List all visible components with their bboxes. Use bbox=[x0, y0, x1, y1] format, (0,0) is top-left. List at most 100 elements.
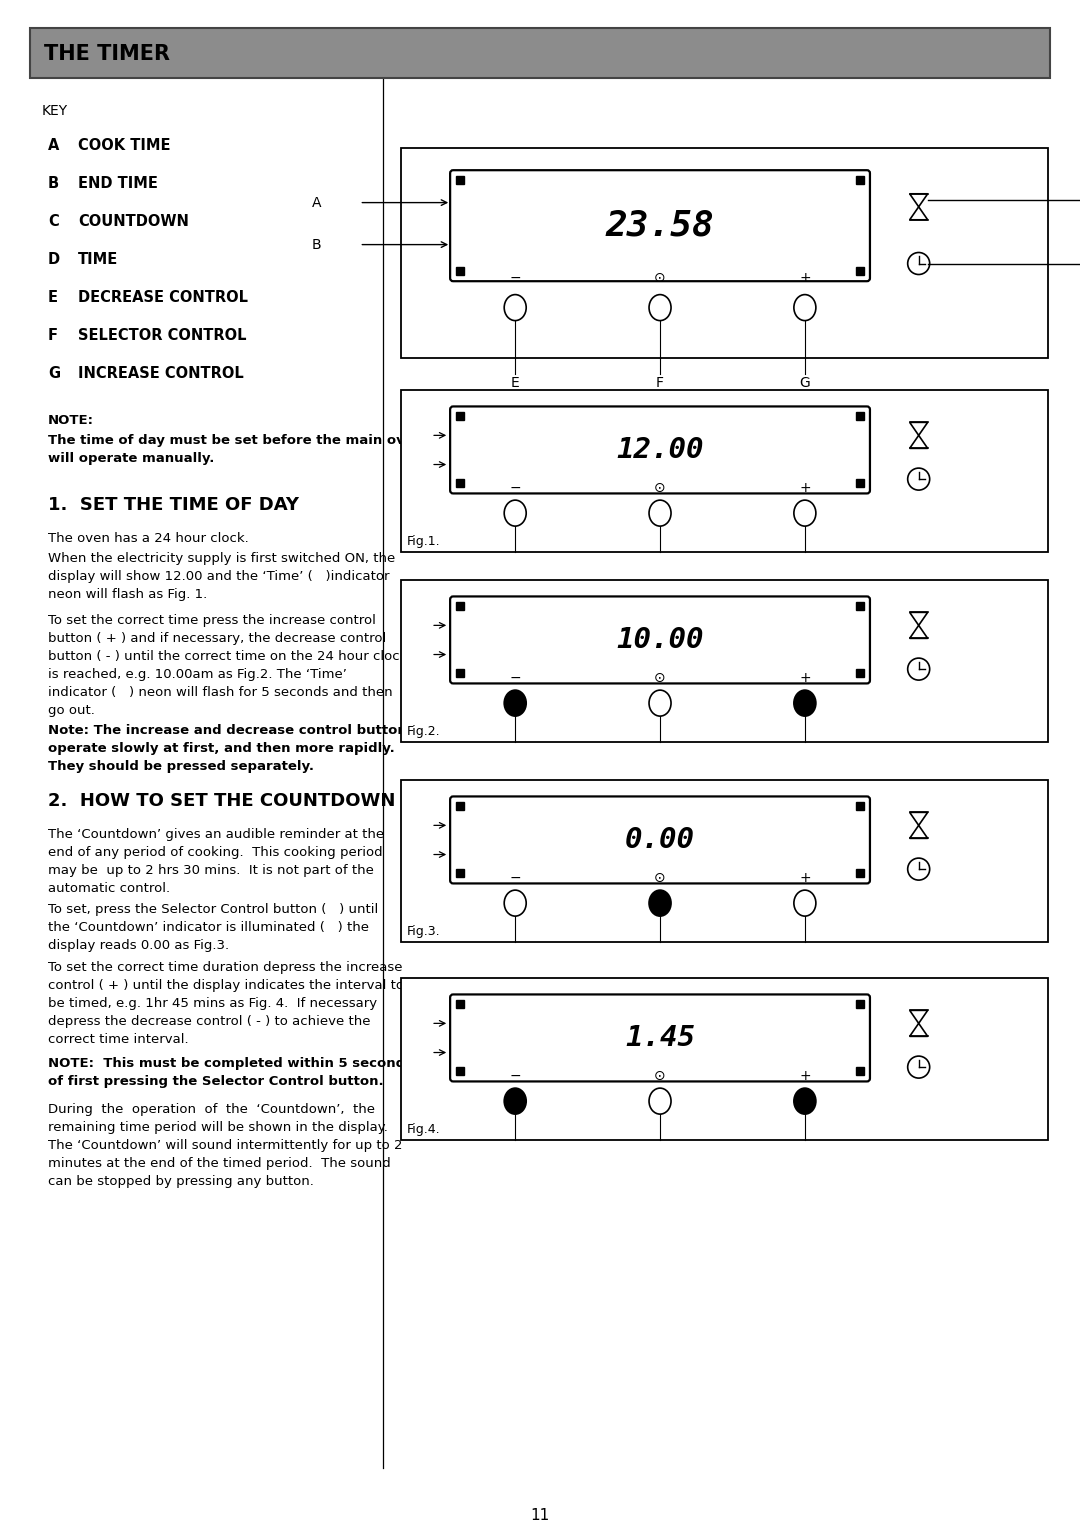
Bar bbox=[856, 602, 864, 611]
Ellipse shape bbox=[794, 691, 815, 717]
Ellipse shape bbox=[504, 891, 526, 917]
Text: The oven has a 24 hour clock.: The oven has a 24 hour clock. bbox=[48, 532, 248, 545]
Text: B: B bbox=[311, 237, 321, 252]
Text: 23.58: 23.58 bbox=[606, 209, 714, 243]
Bar bbox=[402, 390, 1048, 552]
Ellipse shape bbox=[649, 500, 671, 526]
Bar bbox=[856, 1001, 864, 1008]
Text: +: + bbox=[799, 871, 811, 885]
Text: COUNTDOWN: COUNTDOWN bbox=[78, 214, 189, 229]
Text: INCREASE CONTROL: INCREASE CONTROL bbox=[78, 367, 244, 380]
Text: To set the correct time press the increase control
button ( + ) and if necessary: To set the correct time press the increa… bbox=[48, 614, 407, 717]
Text: −: − bbox=[510, 270, 521, 284]
Text: −: − bbox=[510, 671, 521, 685]
Ellipse shape bbox=[504, 295, 526, 321]
Text: F: F bbox=[48, 329, 58, 342]
Text: END TIME: END TIME bbox=[78, 176, 158, 191]
Text: NOTE:  This must be completed within 5 seconds
of first pressing the Selector Co: NOTE: This must be completed within 5 se… bbox=[48, 1057, 413, 1088]
Bar bbox=[456, 869, 464, 877]
Text: A: A bbox=[48, 138, 59, 153]
Text: +: + bbox=[799, 481, 811, 495]
Text: To set, press the Selector Control button (   ) until
the ‘Countdown’ indicator : To set, press the Selector Control butto… bbox=[48, 903, 378, 952]
Ellipse shape bbox=[504, 691, 526, 717]
Ellipse shape bbox=[649, 295, 671, 321]
Text: 12.00: 12.00 bbox=[617, 435, 704, 465]
Ellipse shape bbox=[794, 500, 815, 526]
Ellipse shape bbox=[504, 500, 526, 526]
Ellipse shape bbox=[649, 1088, 671, 1114]
Text: ⊙: ⊙ bbox=[654, 671, 666, 685]
Text: C: C bbox=[48, 214, 58, 229]
Ellipse shape bbox=[794, 891, 815, 917]
Bar bbox=[402, 581, 1048, 743]
Bar bbox=[456, 1001, 464, 1008]
Text: G: G bbox=[799, 376, 810, 390]
Bar bbox=[456, 413, 464, 420]
Ellipse shape bbox=[794, 295, 815, 321]
Text: 10.00: 10.00 bbox=[617, 626, 704, 654]
Text: ⊙: ⊙ bbox=[654, 481, 666, 495]
Text: SELECTOR CONTROL: SELECTOR CONTROL bbox=[78, 329, 246, 342]
Bar bbox=[30, 28, 1050, 78]
Ellipse shape bbox=[504, 1088, 526, 1114]
FancyBboxPatch shape bbox=[450, 170, 870, 281]
Text: Note: The increase and decrease control buttons
operate slowly at first, and the: Note: The increase and decrease control … bbox=[48, 724, 415, 773]
Text: When the electricity supply is first switched ON, the
display will show 12.00 an: When the electricity supply is first swi… bbox=[48, 552, 395, 601]
Text: A: A bbox=[311, 196, 321, 209]
Text: Fig.1.: Fig.1. bbox=[406, 535, 440, 549]
Text: G: G bbox=[48, 367, 60, 380]
Bar bbox=[856, 480, 864, 487]
Bar bbox=[856, 413, 864, 420]
Bar bbox=[456, 480, 464, 487]
Bar bbox=[856, 267, 864, 275]
Text: ⊙: ⊙ bbox=[654, 270, 666, 284]
Text: THE TIMER: THE TIMER bbox=[44, 44, 170, 64]
Text: +: + bbox=[799, 671, 811, 685]
Text: To set the correct time duration depress the increase
control ( + ) until the di: To set the correct time duration depress… bbox=[48, 961, 404, 1047]
Text: E: E bbox=[48, 290, 58, 306]
Text: 11: 11 bbox=[530, 1508, 550, 1523]
Text: ⊙: ⊙ bbox=[654, 1070, 666, 1083]
Text: −: − bbox=[510, 481, 521, 495]
Text: 1.45: 1.45 bbox=[625, 1024, 696, 1051]
Bar bbox=[456, 176, 464, 185]
FancyBboxPatch shape bbox=[450, 406, 870, 494]
Text: DECREASE CONTROL: DECREASE CONTROL bbox=[78, 290, 248, 306]
Text: −: − bbox=[510, 871, 521, 885]
Text: B: B bbox=[48, 176, 59, 191]
Bar bbox=[402, 779, 1048, 941]
Text: −: − bbox=[510, 1070, 521, 1083]
Bar bbox=[856, 869, 864, 877]
Text: +: + bbox=[799, 1070, 811, 1083]
FancyBboxPatch shape bbox=[450, 796, 870, 883]
Text: COOK TIME: COOK TIME bbox=[78, 138, 171, 153]
Text: The time of day must be set before the main oven
will operate manually.: The time of day must be set before the m… bbox=[48, 434, 423, 465]
Text: Fig.2.: Fig.2. bbox=[406, 724, 440, 738]
Text: Fig.4.: Fig.4. bbox=[406, 1123, 440, 1135]
Text: 2.  HOW TO SET THE COUNTDOWN: 2. HOW TO SET THE COUNTDOWN bbox=[48, 792, 395, 810]
Text: 0.00: 0.00 bbox=[625, 827, 696, 854]
Bar bbox=[456, 802, 464, 810]
Bar bbox=[456, 669, 464, 677]
Ellipse shape bbox=[794, 1088, 815, 1114]
FancyBboxPatch shape bbox=[450, 596, 870, 683]
Text: Fig.3.: Fig.3. bbox=[406, 924, 440, 938]
Text: ⊙: ⊙ bbox=[654, 871, 666, 885]
Text: D: D bbox=[48, 252, 60, 267]
Bar bbox=[456, 602, 464, 611]
Bar bbox=[456, 1068, 464, 1076]
Bar bbox=[456, 267, 464, 275]
Bar bbox=[402, 978, 1048, 1140]
Bar bbox=[856, 669, 864, 677]
Text: E: E bbox=[511, 376, 519, 390]
Bar bbox=[856, 802, 864, 810]
Text: KEY: KEY bbox=[42, 104, 68, 118]
Ellipse shape bbox=[649, 891, 671, 917]
Text: The ‘Countdown’ gives an audible reminder at the
end of any period of cooking.  : The ‘Countdown’ gives an audible reminde… bbox=[48, 828, 384, 895]
Bar bbox=[402, 148, 1048, 358]
Text: TIME: TIME bbox=[78, 252, 118, 267]
Ellipse shape bbox=[649, 691, 671, 717]
Bar bbox=[856, 1068, 864, 1076]
FancyBboxPatch shape bbox=[450, 995, 870, 1082]
Bar bbox=[856, 176, 864, 185]
